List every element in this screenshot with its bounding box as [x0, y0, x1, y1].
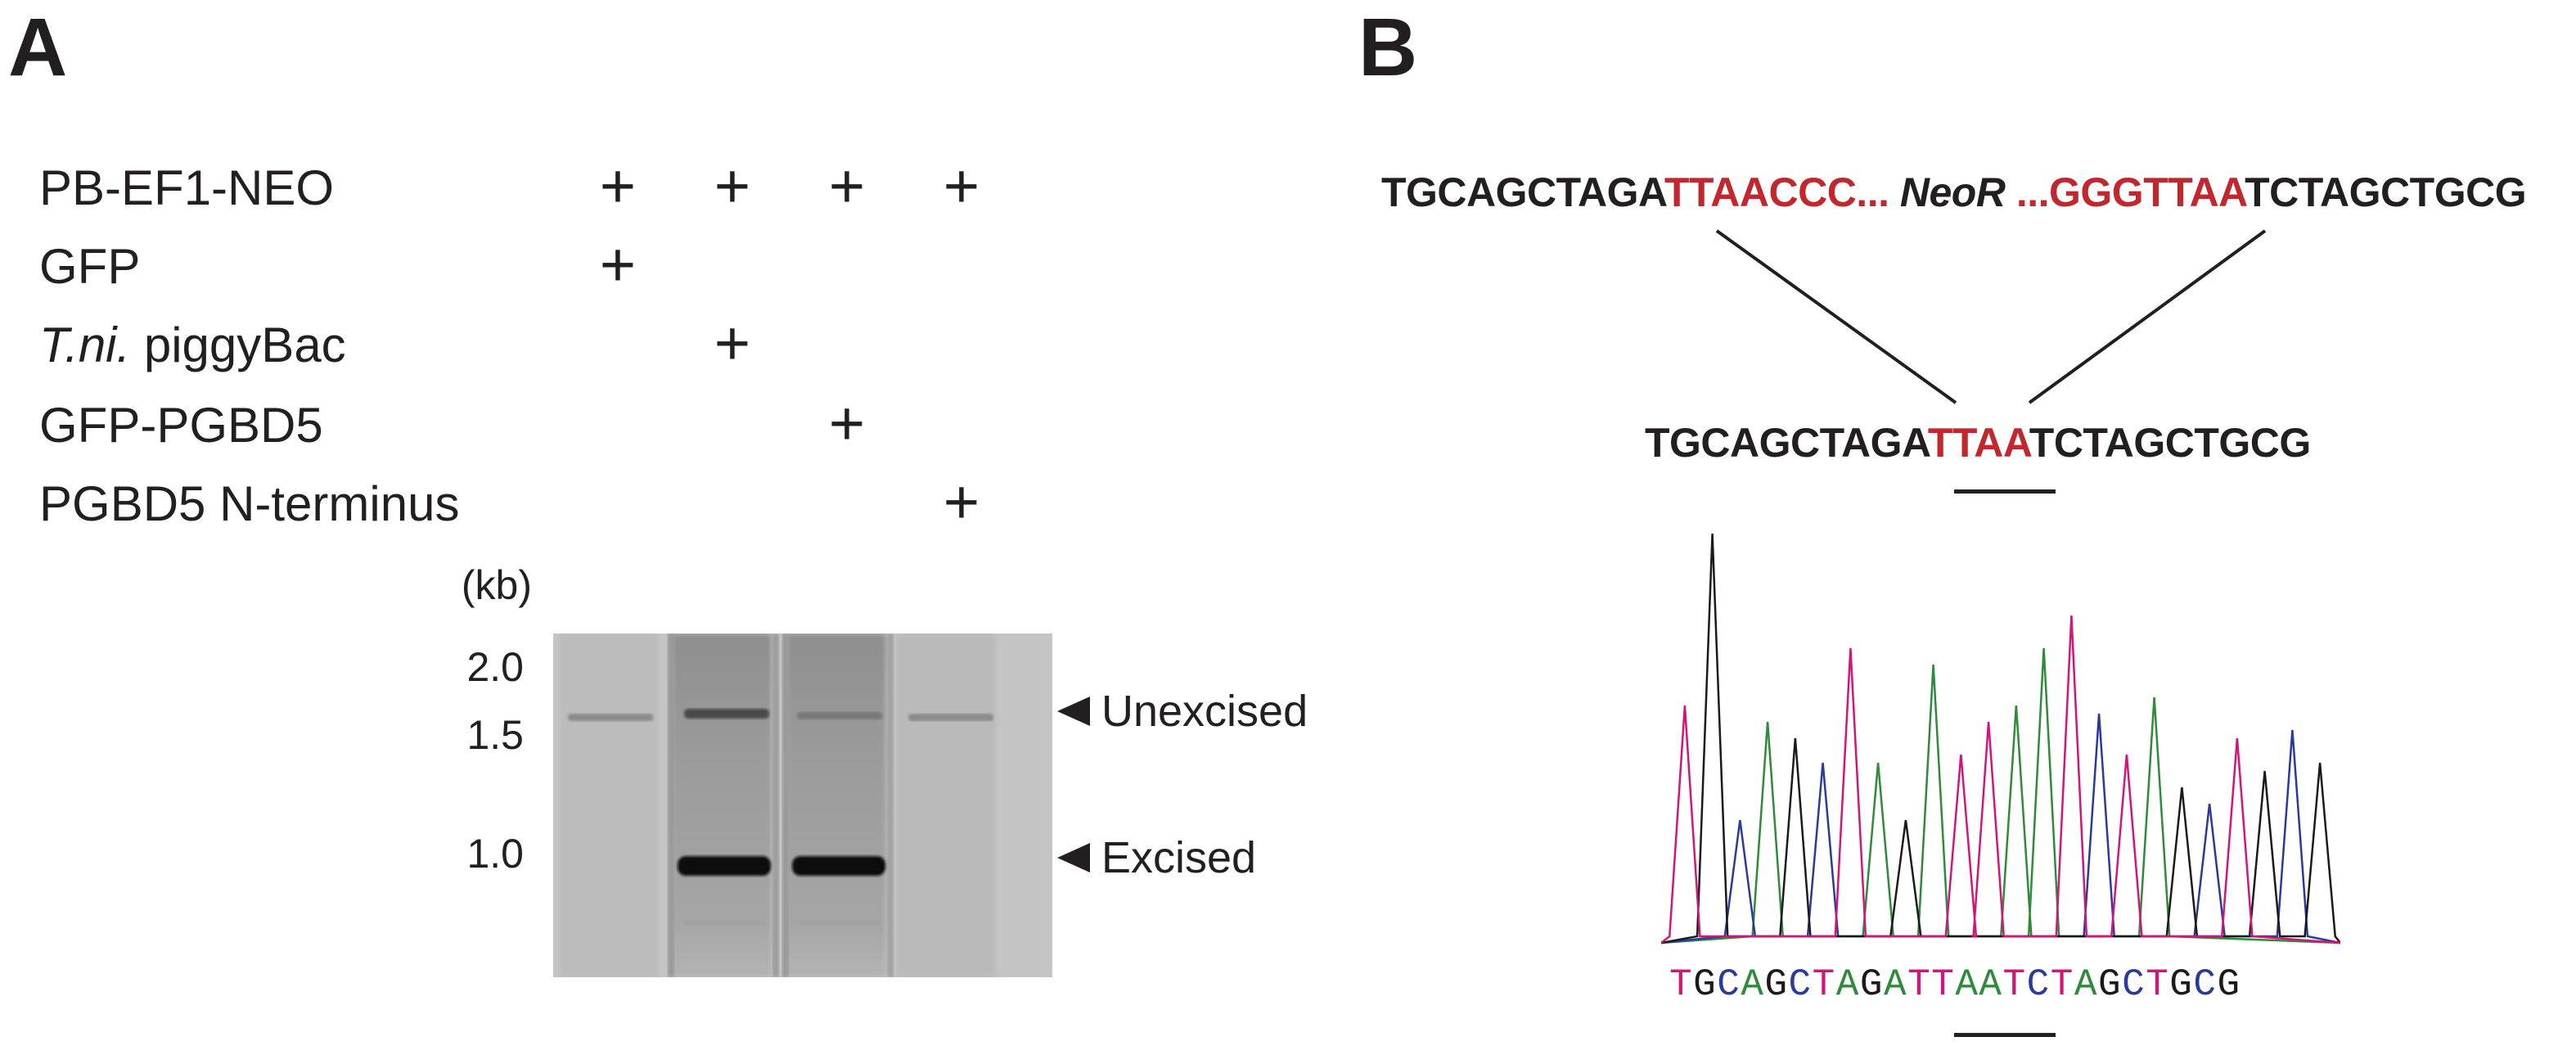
base-call: A — [1741, 963, 1765, 1006]
base-call: C — [2026, 963, 2051, 1006]
middle-sequence: TGCAGCTAGATTAATCTAGCTGCG — [1645, 422, 2311, 463]
plus-mark: + — [599, 230, 637, 300]
base-call: T — [1669, 963, 1694, 1006]
row-label-pb-ef1-neo: PB-EF1-NEO — [39, 160, 335, 215]
species-italic: T.ni. — [39, 318, 131, 372]
excision-lines — [1715, 229, 2267, 404]
excised-arrowhead-icon — [1057, 843, 1090, 872]
ladder-tick-2-0: 2.0 — [466, 644, 524, 690]
base-call: T — [2146, 963, 2170, 1006]
row-label-gfp-pgbd5: GFP-PGBD5 — [39, 398, 323, 453]
top-seq-right: TCTAGCTGCG — [2245, 169, 2527, 215]
sequencing-chromatogram — [1661, 533, 2340, 945]
base-call: C — [1788, 963, 1813, 1006]
base-call: G — [1764, 963, 1789, 1006]
row-label-pgbd5-n-terminus: PGBD5 N-terminus — [39, 476, 460, 531]
transposase-name: piggyBac — [130, 318, 346, 372]
base-call: T — [2050, 963, 2074, 1006]
plus-mark: + — [714, 309, 751, 378]
mid-seq-left: TGCAGCTAGA — [1645, 420, 1928, 466]
row-label-tni-piggybac: T.ni. piggyBac — [39, 321, 346, 370]
trace-C — [1661, 713, 2340, 945]
plus-mark: + — [599, 151, 637, 221]
ladder-tick-1-5: 1.5 — [466, 712, 524, 758]
ttaa-underline — [1954, 489, 2056, 494]
gel-image — [553, 633, 1052, 977]
base-call: G — [2097, 963, 2123, 1006]
base-call: A — [1955, 963, 1979, 1006]
mid-seq-right: TCTAGCTGCG — [2029, 420, 2312, 466]
top-seq-left: TGCAGCTAGA — [1381, 169, 1664, 215]
unexcised-arrowhead-icon — [1057, 697, 1090, 726]
base-call: G — [2169, 963, 2194, 1006]
trace-T — [1661, 615, 2340, 945]
ttaa-chromatogram-underline — [1954, 1033, 2056, 1037]
base-call: T — [1812, 963, 1836, 1006]
base-call: A — [1979, 963, 2003, 1006]
top-seq-right-red: ...GGGTTAA — [2015, 169, 2245, 215]
base-call: T — [2002, 963, 2027, 1006]
base-call: G — [2217, 963, 2241, 1006]
ladder-unit: (kb) — [461, 562, 532, 608]
base-call: C — [2193, 963, 2218, 1006]
base-call: G — [1693, 963, 1718, 1006]
base-call: A — [1883, 963, 1908, 1006]
plus-mark: + — [828, 151, 866, 221]
plus-mark: + — [828, 389, 866, 458]
unexcised-label: Unexcised — [1101, 687, 1308, 736]
base-call: C — [2122, 963, 2146, 1006]
plus-mark: + — [714, 151, 751, 221]
excised-label: Excised — [1101, 833, 1257, 882]
base-call: G — [1859, 963, 1884, 1006]
base-call: A — [1835, 963, 1860, 1006]
top-seq-left-red: TTAACCC... — [1664, 169, 1889, 215]
base-call: A — [2074, 963, 2098, 1006]
base-call: C — [1717, 963, 1741, 1006]
row-label-gfp: GFP — [39, 239, 141, 294]
chromatogram-base-calls: TGCAGCTAGATTAATCTAGCTGCG — [1669, 966, 2241, 1003]
ladder-tick-1-0: 1.0 — [466, 831, 524, 877]
top-sequence: TGCAGCTAGATTAACCC... NeoR ...GGGTTAATCTA… — [1381, 169, 2527, 215]
base-call: T — [1931, 963, 1956, 1006]
base-call: T — [1907, 963, 1932, 1006]
mid-seq-ttaa: TTAA — [1927, 420, 2029, 466]
neor-label: NeoR — [1889, 169, 2016, 215]
plus-mark: + — [943, 467, 980, 537]
panel-b-letter: B — [1358, 2, 1418, 93]
panel-a-letter: A — [8, 2, 68, 93]
plus-mark: + — [943, 151, 980, 221]
